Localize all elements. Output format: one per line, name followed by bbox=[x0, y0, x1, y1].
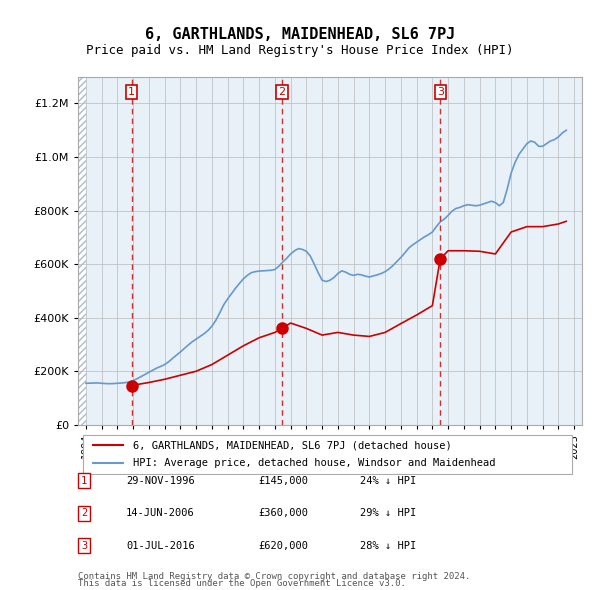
Text: Price paid vs. HM Land Registry's House Price Index (HPI): Price paid vs. HM Land Registry's House … bbox=[86, 44, 514, 57]
Text: This data is licensed under the Open Government Licence v3.0.: This data is licensed under the Open Gov… bbox=[78, 579, 406, 588]
FancyBboxPatch shape bbox=[83, 435, 572, 474]
Text: 3: 3 bbox=[437, 87, 444, 97]
Text: 14-JUN-2006: 14-JUN-2006 bbox=[126, 509, 195, 518]
Text: £145,000: £145,000 bbox=[258, 476, 308, 486]
Text: 2: 2 bbox=[278, 87, 286, 97]
Text: HPI: Average price, detached house, Windsor and Maidenhead: HPI: Average price, detached house, Wind… bbox=[133, 458, 496, 468]
Text: 01-JUL-2016: 01-JUL-2016 bbox=[126, 541, 195, 550]
Text: 24% ↓ HPI: 24% ↓ HPI bbox=[360, 476, 416, 486]
Text: £620,000: £620,000 bbox=[258, 541, 308, 550]
Text: Contains HM Land Registry data © Crown copyright and database right 2024.: Contains HM Land Registry data © Crown c… bbox=[78, 572, 470, 581]
Text: 1: 1 bbox=[81, 476, 87, 486]
Text: 2: 2 bbox=[81, 509, 87, 518]
Text: 3: 3 bbox=[81, 541, 87, 550]
Text: 29% ↓ HPI: 29% ↓ HPI bbox=[360, 509, 416, 518]
Text: 29-NOV-1996: 29-NOV-1996 bbox=[126, 476, 195, 486]
Text: 1: 1 bbox=[128, 87, 135, 97]
Text: 6, GARTHLANDS, MAIDENHEAD, SL6 7PJ (detached house): 6, GARTHLANDS, MAIDENHEAD, SL6 7PJ (deta… bbox=[133, 440, 452, 450]
Text: 28% ↓ HPI: 28% ↓ HPI bbox=[360, 541, 416, 550]
Text: 6, GARTHLANDS, MAIDENHEAD, SL6 7PJ: 6, GARTHLANDS, MAIDENHEAD, SL6 7PJ bbox=[145, 27, 455, 41]
Text: £360,000: £360,000 bbox=[258, 509, 308, 518]
